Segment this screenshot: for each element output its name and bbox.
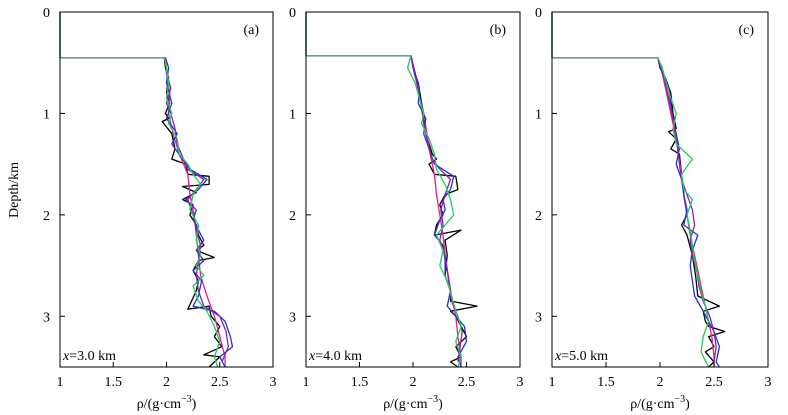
panels: 0 1 2 3 1 1.5 2 2.5 3 (a) x=3.0 km ρ/(g·cm−3) 0 1 2 3 1 1… xyxy=(43,6,772,412)
x-tick-label: 1.5 xyxy=(351,375,369,390)
series-line-4 xyxy=(552,56,717,362)
x-tick-label: 3 xyxy=(270,375,277,390)
series-line-4 xyxy=(60,56,229,363)
x-axis-label: ρ/(g·cm−3) xyxy=(383,394,443,412)
x-tick-label: 2.5 xyxy=(705,375,723,390)
y-tick-label: 0 xyxy=(43,6,50,21)
y-tick-label: 2 xyxy=(43,209,50,224)
panel-c: 0 1 2 3 1 1.5 2 2.5 3 (c) x=5.0 km ρ/(g·cm−3) xyxy=(535,6,772,412)
series-line-3 xyxy=(552,56,721,368)
x-tick-label: 1 xyxy=(549,375,556,390)
series-line-2 xyxy=(60,56,226,367)
panel-tag: (b) xyxy=(490,23,507,38)
x-tick-label: 3 xyxy=(517,375,524,390)
y-tick-label: 2 xyxy=(535,209,542,224)
series-line-2 xyxy=(552,56,715,367)
x-tick-label: 2.5 xyxy=(211,375,229,390)
y-tick-label: 2 xyxy=(289,209,296,224)
y-tick-label: 1 xyxy=(43,107,50,122)
y-tick-label: 3 xyxy=(289,310,296,325)
y-axis-label: Depth/km xyxy=(7,162,22,218)
x-axis-label: ρ/(g·cm−3) xyxy=(137,394,197,412)
y-tick-label: 1 xyxy=(535,107,542,122)
x-axis-label: ρ/(g·cm−3) xyxy=(630,394,690,412)
x-tick-label: 2 xyxy=(410,375,417,390)
panel-tag: (c) xyxy=(738,23,754,38)
x-tick-label: 1 xyxy=(57,375,64,390)
series-line-3 xyxy=(60,56,234,368)
y-tick-label: 0 xyxy=(289,6,296,21)
position-annotation: x=3.0 km xyxy=(62,349,116,364)
position-annotation: x=5.0 km xyxy=(554,349,608,364)
series-line-2 xyxy=(306,54,462,367)
panel-a: 0 1 2 3 1 1.5 2 2.5 3 (a) x=3.0 km ρ/(g·cm−3) xyxy=(43,6,277,412)
x-tick-label: 2 xyxy=(163,375,170,390)
x-tick-label: 1 xyxy=(303,375,310,390)
panel-tag: (a) xyxy=(243,23,259,38)
x-tick-label: 1.5 xyxy=(105,375,123,390)
panel-b: 0 1 2 3 1 1.5 2 2.5 3 (b) x=4.0 km ρ/(g·cm−3) xyxy=(289,6,524,412)
series-line-1 xyxy=(305,12,478,368)
series-line-5 xyxy=(59,12,221,368)
x-tick-label: 1.5 xyxy=(597,375,615,390)
x-tick-label: 3 xyxy=(765,375,772,390)
series-line-5 xyxy=(305,12,462,368)
x-tick-label: 2 xyxy=(657,375,664,390)
position-annotation: x=4.0 km xyxy=(308,349,362,364)
series-line-1 xyxy=(551,12,726,368)
y-tick-label: 3 xyxy=(535,310,542,325)
y-tick-label: 1 xyxy=(289,107,296,122)
y-tick-label: 0 xyxy=(535,6,542,21)
y-tick-label: 3 xyxy=(43,310,50,325)
x-tick-label: 2.5 xyxy=(458,375,476,390)
series-line-5 xyxy=(551,12,710,368)
series-line-3 xyxy=(306,54,468,368)
